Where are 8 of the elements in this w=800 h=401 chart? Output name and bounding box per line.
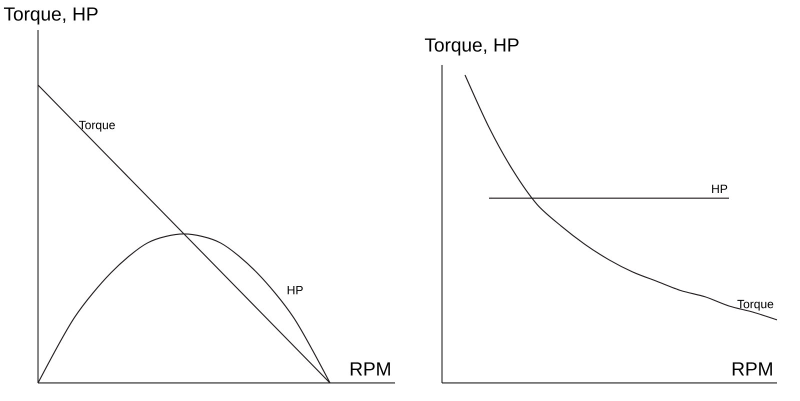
series-label: Torque — [78, 120, 115, 132]
x-axis-title: RPM — [732, 362, 772, 376]
series-label: HP — [712, 184, 728, 193]
series-label: Torque — [737, 300, 774, 311]
y-axis-title: Torque, HP — [4, 7, 98, 24]
y-axis-title: Torque, HP — [424, 38, 519, 56]
series-label: HP — [288, 286, 303, 294]
x-axis-title: RPM — [350, 362, 390, 376]
